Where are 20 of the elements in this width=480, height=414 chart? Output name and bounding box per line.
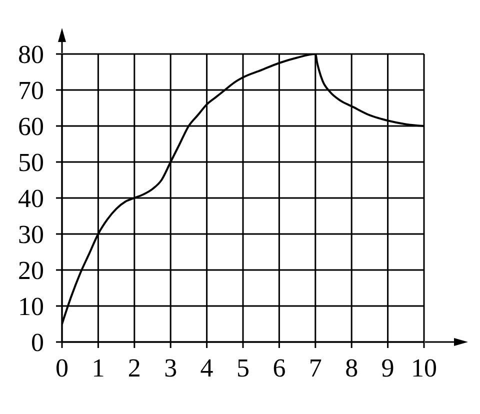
x-tick-label: 0 — [56, 353, 68, 382]
y-tick-label: 30 — [18, 220, 44, 250]
x-tick-label: 1 — [92, 353, 105, 382]
x-tick-label: 9 — [381, 353, 394, 382]
x-tick-label: 5 — [236, 353, 250, 382]
x-tick-label: 7 — [308, 353, 322, 382]
x-tick-label: 10 — [411, 353, 437, 382]
y-tick-label: 50 — [18, 148, 44, 178]
y-tick-label: 10 — [18, 292, 44, 322]
x-tick-label: 3 — [164, 353, 178, 382]
x-tick-label: 6 — [272, 353, 286, 382]
y-tick-label: 70 — [18, 76, 44, 106]
y-tick-label: 40 — [18, 184, 44, 214]
x-tick-label: 8 — [345, 353, 358, 382]
y-tick-label: 20 — [18, 256, 44, 286]
y-tick-label: 0 — [31, 328, 44, 358]
y-tick-label: 60 — [18, 112, 44, 142]
x-tick-label: 4 — [200, 353, 214, 382]
y-tick-label: 80 — [18, 40, 44, 70]
x-tick-label: 2 — [128, 353, 141, 382]
